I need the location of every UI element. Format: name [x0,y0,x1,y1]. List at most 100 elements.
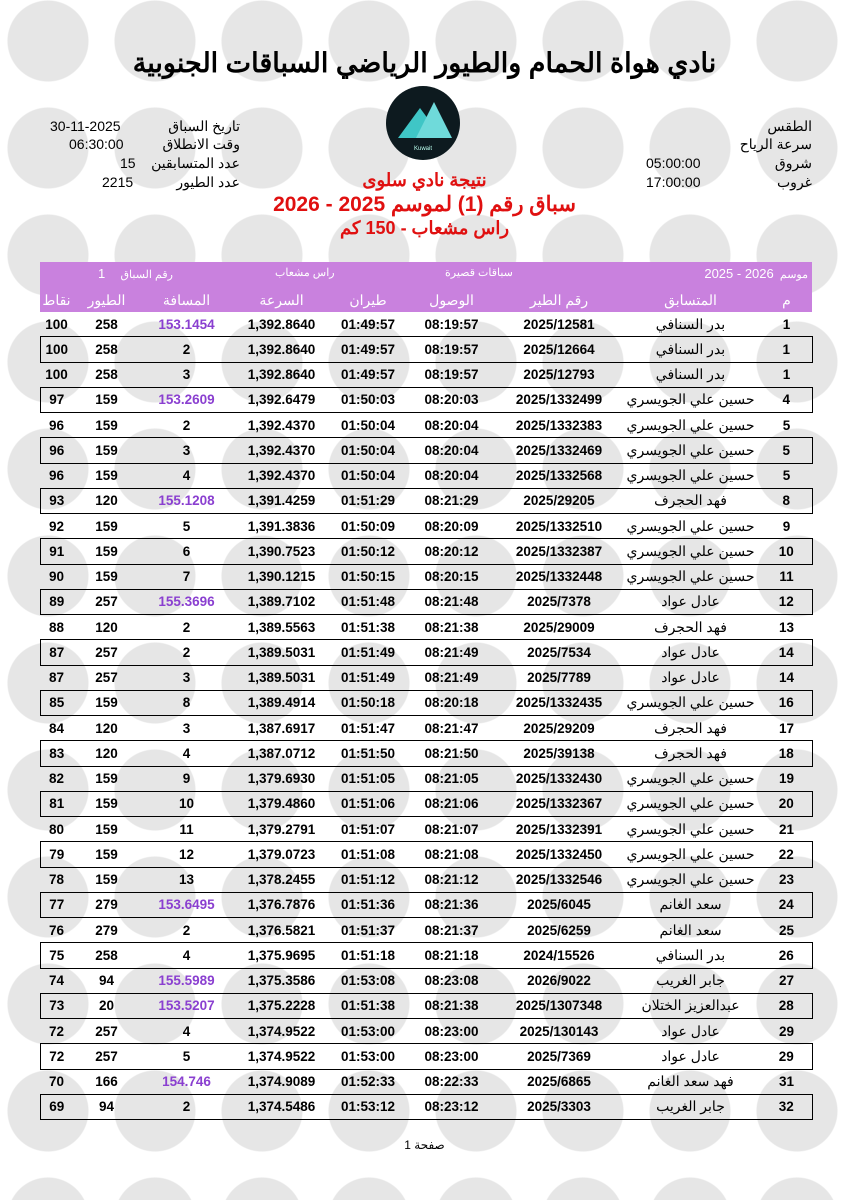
sunset-value: 17:00:00 [646,174,701,190]
cell-points: 100 [45,316,68,332]
cell-arrival: 08:21:37 [424,922,479,938]
cell-flight: 01:53:00 [340,1023,396,1039]
cell-name: حسين علي الجويسري [626,467,755,484]
cell-points: 87 [40,639,73,666]
cell-rank: 1 [760,336,813,363]
cell-speed: 1,391.4259 [232,487,331,515]
table-row: 100 258 2 1,392.8640 01:49:57 08:19:57 2025/12… [40,336,813,363]
cell-name: حسين علي الجويسري [620,437,761,464]
cell-name: فهد الحجرف [654,618,727,635]
cell-birds: 258 [72,336,141,363]
cell-speed: 1,389.4914 [232,689,331,717]
cell-arrival: 08:21:06 [405,790,498,818]
cell-arrival: 08:20:04 [424,417,479,433]
cell-speed: 1,375.2228 [232,992,331,1020]
col-flight: طيران [349,291,387,308]
cell-name: جابر الغريب [656,972,725,989]
cell-distance: 3 [182,670,191,686]
cell-flight: 01:52:33 [340,1074,396,1090]
cell-flight: 01:50:18 [330,689,406,717]
cell-birds: 258 [72,942,141,969]
cell-name: حسين علي الجويسري [626,517,755,534]
table-row: 92 159 5 1,391.3836 01:50:09 08:20:09 2025/133… [41,514,813,539]
table-row: 91 159 6 1,390.7523 01:50:12 08:20:12 2025/133… [40,538,813,565]
cell-ring: 2025/1332499 [497,386,621,414]
season-label: موسم 2026 - 2025 [704,266,808,281]
col-rank: م [782,291,791,308]
cell-name: فهد الحجرف [654,719,727,736]
col-name: المتسابق [664,291,717,308]
cell-distance: 4 [182,468,191,484]
cell-ring: 2025/1332448 [515,569,603,585]
cell-birds: 120 [72,740,141,767]
cell-points: 87 [48,670,65,686]
cell-distance: 154.746 [162,1074,211,1090]
cell-birds: 257 [72,1043,141,1070]
cell-speed: 1,374.9522 [247,1023,316,1039]
table-row: 88 120 2 1,389.5563 01:51:38 08:21:38 2025/290… [41,615,813,640]
cell-speed: 1,376.5821 [247,922,316,938]
cell-ring: 2025/6865 [527,1074,591,1090]
cell-rank: 4 [760,386,813,414]
cell-points: 96 [48,468,65,484]
cell-arrival: 08:20:12 [405,538,498,565]
race-number: رقم السباق 1 [98,266,173,281]
table-row: 69 94 2 1,374.5486 01:53:12 08:23:12 2025/3303… [40,1093,813,1121]
table-row: 70 166 154.746 1,374.9089 01:52:33 08:22:33 20… [41,1069,813,1094]
cell-flight: 01:51:36 [330,891,406,919]
cell-name: عادل عواد [620,639,761,666]
cell-points: 72 [48,1023,65,1039]
start-time-value: 06:30:00 [69,136,124,152]
cell-rank: 32 [760,1093,813,1121]
cell-birds: 258 [95,316,118,332]
table-row: 75 258 4 1,375.9695 01:51:18 08:21:18 2024/155… [40,942,813,969]
table-row: 81 159 10 1,379.4860 01:51:06 08:21:06 2025/13… [40,790,813,818]
cell-birds: 94 [98,973,115,989]
cell-distance: 155.1208 [140,487,233,515]
cell-speed: 1,389.5031 [247,670,316,686]
cell-speed: 1,376.7876 [232,891,331,919]
cell-arrival: 08:21:47 [424,720,479,736]
cell-arrival: 08:19:57 [424,367,479,383]
cell-birds: 257 [72,588,141,616]
cell-arrival: 08:21:36 [405,891,498,919]
cell-birds: 159 [95,569,118,585]
cell-arrival: 08:23:00 [405,1043,498,1070]
cell-speed: 1,378.2455 [247,872,316,888]
cell-birds: 279 [95,922,118,938]
cell-distance: 2 [182,922,191,938]
cell-distance: 2 [140,639,233,666]
cell-speed: 1,391.3836 [247,518,316,534]
cell-speed: 1,389.5031 [232,639,331,666]
results-table: نقاط الطيور المسافة السرعة طيران الوصول … [40,288,813,1121]
cell-speed: 1,379.0723 [232,841,331,868]
cell-rank: 29 [760,1043,813,1070]
cell-name: عادل عواد [661,669,720,686]
cell-name: بدر السنافي [620,336,761,363]
cell-ring: 2025/1332568 [515,468,603,484]
race-date-value: 30-11-2025 [50,118,121,134]
cell-arrival: 08:21:38 [424,619,479,635]
cell-rank: 31 [778,1074,795,1090]
cell-flight: 01:50:04 [340,468,396,484]
cell-birds: 120 [72,487,141,515]
cell-flight: 01:49:57 [340,316,396,332]
cell-arrival: 08:19:57 [424,316,479,332]
cell-birds: 258 [95,367,118,383]
cell-distance: 12 [140,841,233,868]
cell-arrival: 08:20:15 [424,569,479,585]
cell-name: عادل عواد [661,1022,720,1039]
cell-flight: 01:51:18 [330,942,406,969]
cell-points: 72 [40,1043,73,1070]
cell-distance: 9 [182,771,191,787]
cell-arrival: 08:21:08 [405,841,498,868]
table-row: 77 279 153.6495 1,376.7876 01:51:36 08:21:36 2… [40,891,813,919]
cell-speed: 1,379.2791 [247,821,316,837]
cell-points: 70 [48,1074,65,1090]
cell-ring: 2025/7789 [527,670,591,686]
cell-flight: 01:53:00 [330,1043,406,1070]
cell-arrival: 08:21:49 [405,639,498,666]
cell-birds: 159 [95,518,118,534]
table-row: 90 159 7 1,390.1215 01:50:15 08:20:15 2025/133… [41,564,813,589]
cell-rank: 14 [778,670,795,686]
